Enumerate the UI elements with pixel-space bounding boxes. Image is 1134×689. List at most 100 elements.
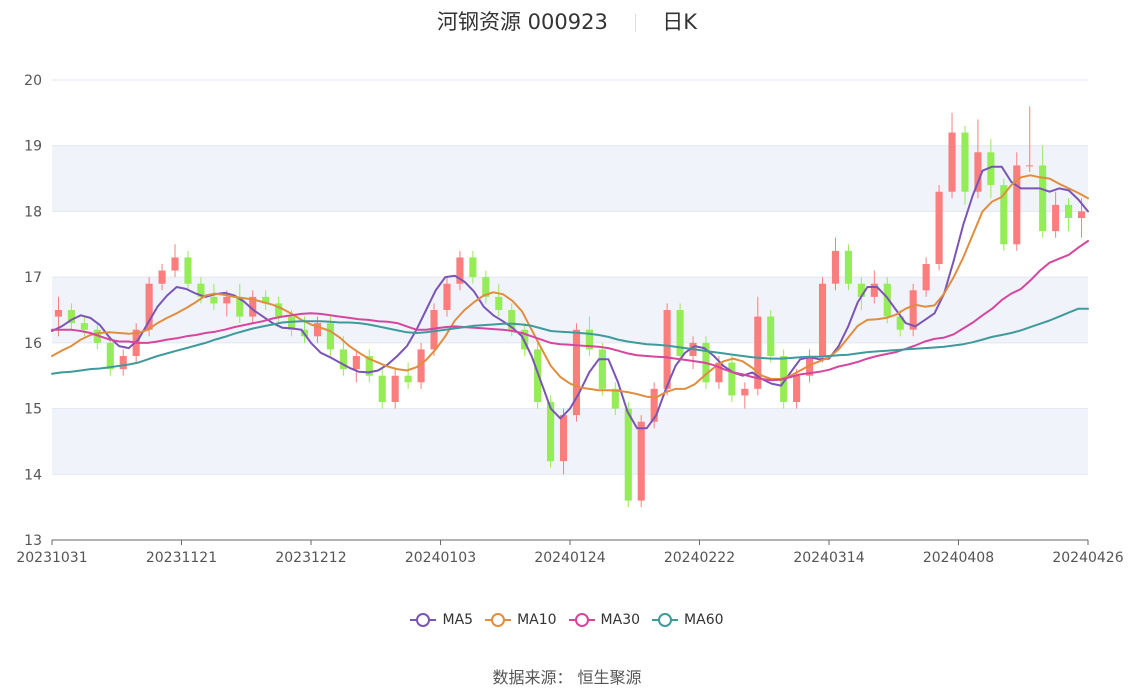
candle-up: [1052, 191, 1060, 238]
candle-down: [378, 369, 386, 409]
candle-up: [249, 290, 257, 324]
x-tick-label: 20231212: [275, 550, 346, 566]
candle-body: [365, 356, 373, 376]
y-tick-label: 14: [24, 467, 42, 483]
legend-item-ma10[interactable]: MA10: [485, 612, 557, 628]
y-tick-label: 16: [24, 336, 42, 352]
legend-swatch-ring: [491, 613, 506, 627]
candle-body: [339, 349, 347, 370]
legend-label: MA60: [684, 612, 724, 628]
candle-down: [236, 283, 244, 324]
candle-body: [430, 310, 438, 350]
candle-down: [767, 310, 775, 363]
candle-up: [417, 342, 425, 389]
title-separator: [634, 14, 636, 32]
candle-down: [987, 139, 995, 199]
chart-title: 河钢资源 000923: [437, 10, 608, 34]
candle-body: [417, 349, 425, 383]
candle-body: [948, 132, 956, 192]
y-tick-label: 20: [24, 73, 42, 89]
candle-body: [288, 316, 296, 330]
background-bands: [52, 145, 1088, 475]
candle-body: [1026, 165, 1034, 167]
x-tick-label: 20231121: [146, 550, 217, 566]
candle-body: [378, 375, 386, 402]
candle-down: [844, 244, 852, 291]
legend-item-ma30[interactable]: MA30: [568, 612, 640, 628]
candle-body: [249, 296, 257, 317]
candle-body: [1039, 165, 1047, 232]
candle-body: [275, 303, 283, 317]
candle-body: [391, 375, 399, 402]
candle-body: [572, 329, 581, 416]
legend-label: MA10: [517, 612, 557, 628]
candle-body: [883, 283, 891, 317]
candle-body: [909, 290, 917, 330]
legend-swatch-ring: [658, 613, 673, 627]
candle-down: [676, 303, 684, 363]
candle-body: [547, 402, 555, 462]
candle-down: [961, 126, 969, 205]
candle-body: [67, 310, 75, 324]
y-axis: 13 14 15 16 17 18 19 20: [24, 73, 42, 549]
candle-up: [391, 369, 399, 409]
candle-body: [145, 283, 153, 330]
candle-up: [119, 349, 127, 376]
legend-swatch-icon: [652, 613, 679, 627]
y-tick-label: 19: [24, 139, 42, 155]
candle-down: [1065, 198, 1073, 232]
y-tick-label: 17: [24, 270, 42, 286]
candle-body: [1013, 165, 1021, 245]
candle-body: [831, 250, 840, 284]
candle-down: [495, 283, 503, 317]
candle-up: [663, 303, 671, 396]
data-source: 数据来源： 恒生聚源: [0, 664, 1134, 688]
candle-up: [818, 277, 827, 363]
candle-up: [922, 257, 930, 297]
candle-body: [80, 323, 88, 330]
candle-down: [404, 362, 412, 389]
candle-down: [210, 283, 218, 310]
candle-down: [262, 290, 270, 310]
candle-down: [469, 250, 477, 284]
candle-up: [935, 185, 943, 271]
candle-down: [339, 336, 347, 376]
candle-down: [1000, 178, 1008, 251]
candle-body: [896, 316, 904, 330]
candle-body: [922, 264, 930, 291]
candle-down: [728, 356, 736, 402]
legend-swatch-icon: [410, 613, 437, 627]
candle-up: [559, 408, 568, 475]
candle-up: [572, 323, 581, 422]
candle-body: [197, 283, 205, 297]
candle-body: [754, 316, 762, 389]
candle-up: [145, 277, 153, 337]
candle-down: [611, 382, 619, 416]
candle-body: [715, 362, 723, 383]
candle-body: [352, 356, 360, 370]
candle-body: [456, 257, 464, 284]
legend-item-ma60[interactable]: MA60: [652, 612, 724, 628]
source-name: 恒生聚源: [577, 668, 642, 687]
candle-body: [793, 375, 801, 402]
y-tick-label: 13: [24, 533, 42, 549]
line-ma60: [51, 307, 1089, 375]
x-tick-label: 20231031: [16, 550, 87, 566]
candle-body: [935, 191, 943, 264]
candle-body: [262, 296, 270, 304]
x-axis: 20231031 20231121 20231212 20240103 20240124…: [16, 539, 1124, 566]
candle-down: [598, 342, 606, 396]
candle-down: [624, 402, 632, 508]
candle-up: [1026, 106, 1034, 172]
y-tick-label: 15: [24, 402, 42, 418]
candle-down: [67, 303, 75, 330]
candle-body: [54, 310, 63, 317]
legend-item-ma5[interactable]: MA5: [410, 612, 473, 628]
x-tick-label: 20240426: [1052, 550, 1123, 566]
candle-body: [818, 283, 827, 356]
candle-body: [870, 283, 878, 297]
candle-body: [326, 323, 334, 350]
candle-down: [857, 277, 865, 310]
candle-body: [961, 132, 969, 192]
period-tab-daily[interactable]: 日K: [662, 10, 697, 34]
